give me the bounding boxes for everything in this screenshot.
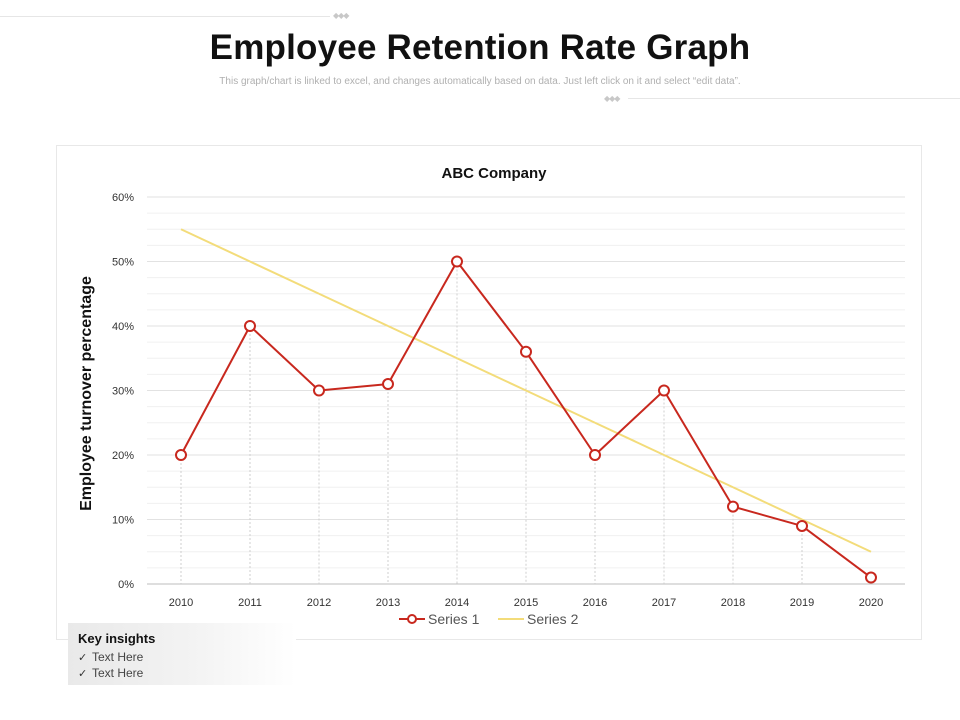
series-2-segment <box>801 518 872 553</box>
series-1-segment <box>249 325 320 392</box>
insight-item-text: Text Here <box>92 650 144 664</box>
insight-item: ✓ Text Here <box>78 650 143 664</box>
line-chart[interactable]: 0% 10% 20% 30% 40% 50% 60% 2010 2011 2012 2013 2014… <box>57 146 921 639</box>
series-1-segment <box>732 505 803 527</box>
y-tick-label: 50% <box>112 257 134 269</box>
series-2-segment <box>318 292 389 327</box>
series-1-point <box>244 320 256 332</box>
series-1-segment <box>318 383 389 392</box>
x-tick-label: 2010 <box>169 597 193 609</box>
series-1-segment <box>594 389 665 456</box>
x-tick-label: 2018 <box>721 597 745 609</box>
check-icon: ✓ <box>78 667 88 680</box>
series-2-segment <box>525 389 596 424</box>
legend-series-1-label: Series 1 <box>428 611 480 627</box>
y-tick-label: 60% <box>112 192 134 204</box>
series-1-segment <box>663 389 734 508</box>
x-tick-label: 2013 <box>376 597 400 609</box>
series-2-segment <box>387 325 458 360</box>
series-1-segment <box>525 351 596 456</box>
series-2-segment <box>249 260 320 295</box>
y-tick-label: 20% <box>112 450 134 462</box>
check-icon: ✓ <box>78 651 88 664</box>
series-2-segment <box>594 421 665 456</box>
bottom-decor-diamonds: ◆◆◆ <box>604 94 621 103</box>
series-1-point <box>451 255 463 268</box>
key-insights-title: Key insights <box>78 631 156 646</box>
series-2-segment <box>456 357 527 392</box>
series-1-point <box>382 378 394 391</box>
x-tick-label: 2019 <box>790 597 814 609</box>
y-tick-label: 0% <box>118 579 134 591</box>
chart-frame[interactable]: 0% 10% 20% 30% 40% 50% 60% 2010 2011 2012 2013 2014… <box>56 145 922 640</box>
series-1-segment <box>456 260 527 353</box>
series-1-point <box>796 519 808 532</box>
series-1-point <box>175 449 187 461</box>
series-2-segment <box>180 228 251 263</box>
y-tick-label: 10% <box>112 515 134 527</box>
series-1-segment <box>387 261 458 385</box>
x-tick-label: 2016 <box>583 597 607 609</box>
x-tick-label: 2017 <box>652 597 676 609</box>
series-1-point <box>589 449 601 461</box>
chart-title: ABC Company <box>441 165 547 182</box>
x-tick-label: 2012 <box>307 597 331 609</box>
legend-series-2-label: Series 2 <box>527 611 579 627</box>
series-1-point <box>727 500 739 513</box>
series-1-point <box>520 345 532 358</box>
series-1-segment <box>801 525 872 579</box>
series-1-point <box>658 384 670 397</box>
series-1-point <box>313 384 325 397</box>
y-axis-label: Employee turnover percentage <box>78 276 95 511</box>
x-tick-label: 2014 <box>445 597 469 609</box>
y-tick-label: 40% <box>112 321 134 333</box>
y-tick-label: 30% <box>112 386 134 398</box>
series-2-segment <box>663 454 734 489</box>
insight-item-text: Text Here <box>92 666 144 680</box>
page-title: Employee Retention Rate Graph <box>209 28 751 67</box>
page-subtitle: This graph/chart is linked to excel, and… <box>219 76 741 87</box>
key-insights-box: Key insights ✓ Text Here ✓ Text Here <box>68 623 296 685</box>
series-2-segment <box>732 486 803 521</box>
x-tick-label: 2015 <box>514 597 538 609</box>
series-1-point <box>865 571 877 584</box>
legend-series-1-marker <box>407 614 417 624</box>
insight-item: ✓ Text Here <box>78 666 143 680</box>
bottom-decor-line <box>628 98 960 99</box>
series-1-segment <box>180 325 251 456</box>
top-decor-diamonds: ◆◆◆ <box>333 11 350 20</box>
x-tick-label: 2020 <box>859 597 883 609</box>
top-decor-line <box>0 16 330 17</box>
x-tick-label: 2011 <box>238 597 262 609</box>
